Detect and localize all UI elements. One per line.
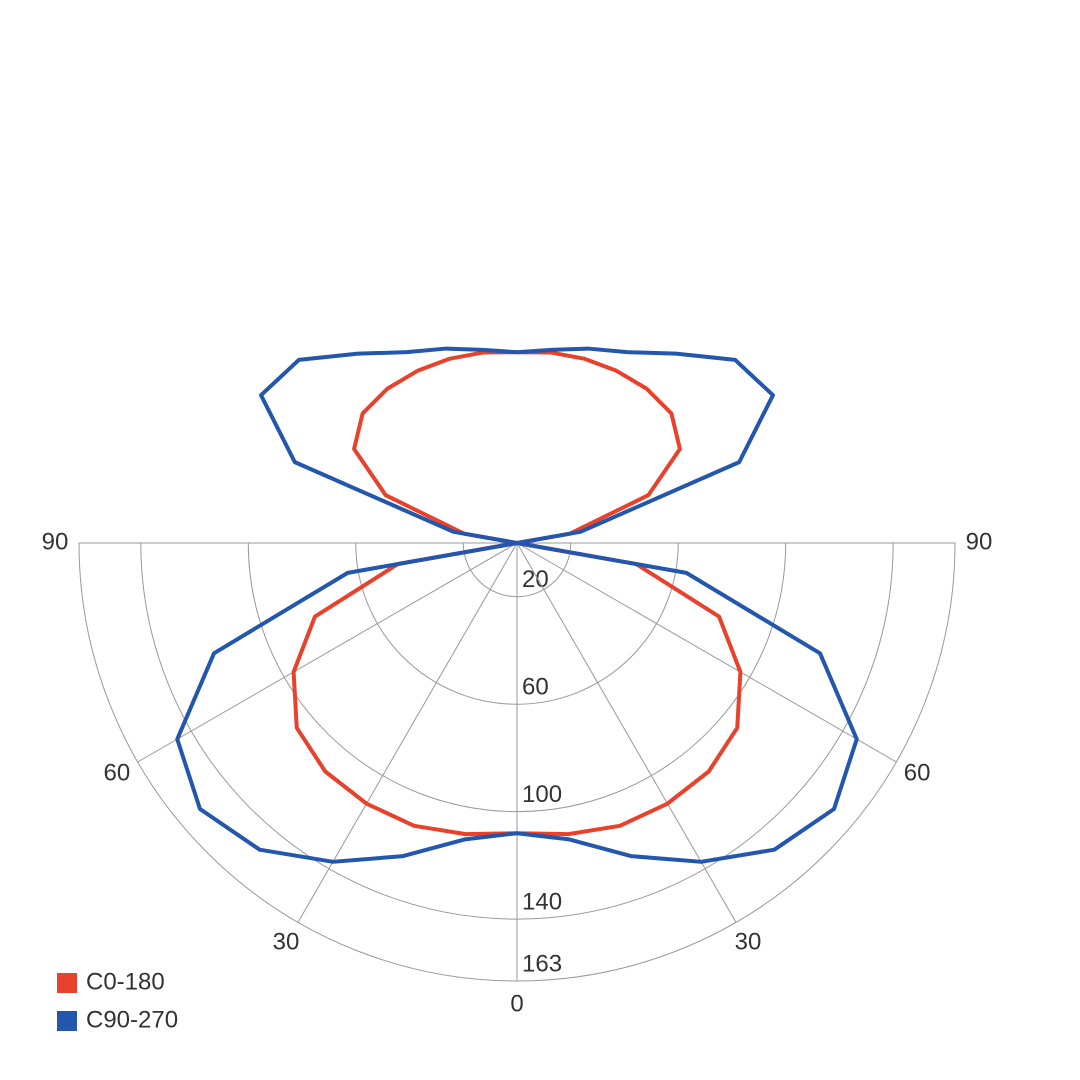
legend-label: C90-270 bbox=[86, 1006, 178, 1033]
spoke bbox=[516, 542, 737, 923]
angle-label: 30 bbox=[735, 928, 762, 955]
series-line bbox=[291, 350, 519, 837]
angle-label: 30 bbox=[273, 928, 300, 955]
spoke bbox=[137, 542, 518, 763]
angle-label: 60 bbox=[904, 759, 931, 786]
angle-label: 90 bbox=[966, 528, 993, 555]
r-tick-label: 60 bbox=[522, 674, 549, 701]
angle-label: 90 bbox=[42, 528, 69, 555]
series-line bbox=[515, 346, 859, 864]
legend-swatch bbox=[57, 973, 77, 993]
series-line bbox=[515, 350, 743, 837]
r-tick-label: 100 bbox=[522, 781, 562, 808]
legend-label: C0-180 bbox=[86, 968, 165, 995]
spoke bbox=[297, 542, 518, 923]
r-tick-label: 20 bbox=[522, 566, 549, 593]
r-tick-label: 163 bbox=[522, 950, 562, 977]
angle-label: 0 bbox=[510, 990, 523, 1017]
r-tick-label: 140 bbox=[522, 889, 562, 916]
series-line bbox=[175, 346, 519, 864]
legend-swatch bbox=[57, 1011, 77, 1031]
angle-label: 60 bbox=[104, 759, 131, 786]
spoke bbox=[516, 542, 897, 763]
